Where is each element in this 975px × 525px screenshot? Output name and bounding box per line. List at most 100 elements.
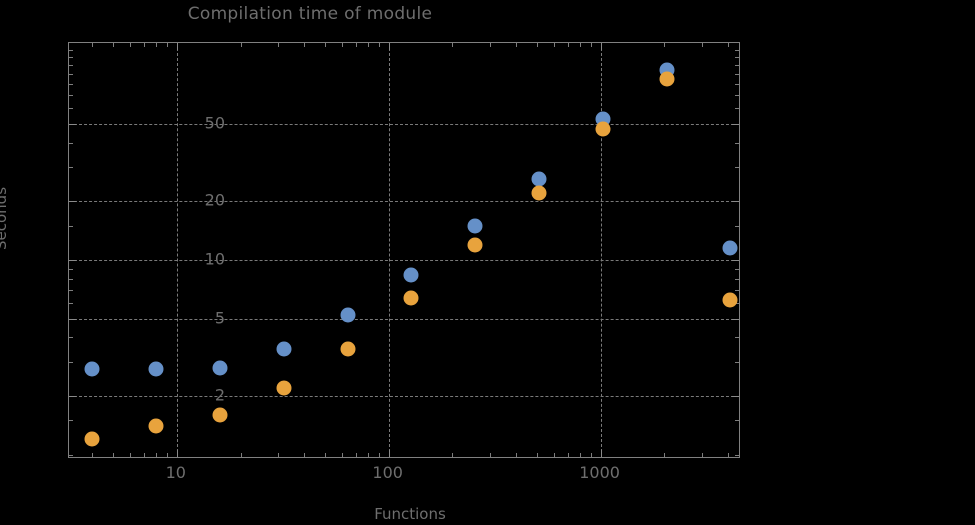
x-tick-minor <box>112 453 114 457</box>
x-tick-minor <box>368 453 370 457</box>
x-tick-minor <box>304 453 306 457</box>
x-tick-major <box>600 450 602 457</box>
x-tick-minor <box>590 43 592 47</box>
x-tick-major <box>176 450 178 457</box>
x-tick-minor <box>580 453 582 457</box>
data-point-blue-series <box>148 361 164 377</box>
x-tick-minor <box>728 43 730 47</box>
y-tick-minor <box>735 108 739 110</box>
data-point-orange-series <box>659 71 675 87</box>
y-tick-minor <box>735 49 739 51</box>
y-tick-minor <box>735 290 739 292</box>
x-tick-minor <box>355 453 357 457</box>
y-tick-minor <box>69 337 73 339</box>
y-tick-minor <box>735 65 739 67</box>
x-tick-minor <box>567 453 569 457</box>
x-tick-minor <box>664 43 666 47</box>
y-tick-major <box>69 318 76 320</box>
x-tick-minor <box>92 453 94 457</box>
y-tick-minor <box>735 268 739 270</box>
chart-title: Compilation time of module <box>187 4 433 24</box>
x-tick-minor <box>664 453 666 457</box>
x-tick-minor <box>516 453 518 457</box>
x-tick-minor <box>368 43 370 47</box>
x-tick-minor <box>156 453 158 457</box>
x-tick-minor <box>156 43 158 47</box>
data-point-blue-series <box>403 267 419 283</box>
x-tick-minor <box>378 453 380 457</box>
gridline-vertical <box>388 43 390 457</box>
data-point-orange-series <box>276 380 292 396</box>
x-tick-minor <box>304 43 306 47</box>
data-point-orange-series <box>722 292 738 308</box>
y-tick-minor <box>735 84 739 86</box>
y-tick-major <box>732 318 739 320</box>
gridline-horizontal <box>69 396 739 398</box>
gridline-horizontal <box>69 123 739 125</box>
x-tick-minor <box>378 43 380 47</box>
y-tick-minor <box>69 268 73 270</box>
y-tick-major <box>732 123 739 125</box>
x-tick-label: 1000 <box>579 463 620 482</box>
y-tick-minor <box>735 74 739 76</box>
x-tick-minor <box>536 453 538 457</box>
x-tick-minor <box>167 43 169 47</box>
y-tick-minor <box>69 49 73 51</box>
y-tick-minor <box>69 167 73 168</box>
x-tick-minor <box>553 43 555 47</box>
y-tick-major <box>69 201 76 203</box>
y-tick-minor <box>735 278 739 280</box>
y-tick-minor <box>735 95 739 97</box>
y-tick-minor <box>735 454 739 456</box>
x-tick-minor <box>701 453 703 457</box>
x-tick-minor <box>240 453 242 457</box>
x-tick-major <box>176 43 178 50</box>
y-tick-minor <box>69 454 73 456</box>
x-tick-minor <box>516 43 518 47</box>
data-point-orange-series <box>212 407 228 423</box>
x-tick-minor <box>92 43 94 47</box>
x-tick-label: 10 <box>165 463 186 482</box>
x-tick-minor <box>277 453 279 457</box>
y-tick-minor <box>69 303 73 305</box>
y-tick-major <box>732 396 739 398</box>
data-point-blue-series <box>531 171 547 187</box>
y-tick-major <box>69 123 76 125</box>
x-tick-minor <box>489 43 491 47</box>
x-tick-minor <box>536 43 538 47</box>
y-tick-label: 2 <box>214 385 225 405</box>
gridline-vertical <box>600 43 602 457</box>
data-point-orange-series <box>84 431 100 447</box>
x-tick-minor <box>143 43 145 47</box>
y-tick-minor <box>69 65 73 67</box>
data-point-blue-series <box>722 240 738 256</box>
x-tick-minor <box>355 43 357 47</box>
y-tick-minor <box>735 225 739 227</box>
x-tick-minor <box>728 453 730 457</box>
y-tick-minor <box>735 420 739 422</box>
x-tick-minor <box>277 43 279 47</box>
y-tick-minor <box>69 278 73 280</box>
x-tick-minor <box>567 43 569 47</box>
y-tick-minor <box>735 167 739 168</box>
x-tick-minor <box>580 43 582 47</box>
y-tick-major <box>69 259 76 261</box>
y-tick-major <box>732 259 739 261</box>
data-point-blue-series <box>467 218 483 234</box>
y-tick-major <box>732 201 739 203</box>
data-point-blue-series <box>212 360 228 376</box>
x-tick-minor <box>129 453 131 457</box>
x-tick-minor <box>240 43 242 47</box>
gridline-horizontal <box>69 201 739 203</box>
gridline-vertical <box>176 43 178 457</box>
y-tick-minor <box>735 361 739 363</box>
gridline-horizontal <box>69 318 739 320</box>
x-tick-major <box>600 43 602 50</box>
data-point-orange-series <box>467 237 483 252</box>
x-tick-minor <box>341 453 343 457</box>
y-tick-label: 50 <box>204 113 225 133</box>
y-tick-label: 20 <box>204 190 225 210</box>
x-tick-minor <box>129 43 131 47</box>
x-tick-minor <box>452 453 454 457</box>
